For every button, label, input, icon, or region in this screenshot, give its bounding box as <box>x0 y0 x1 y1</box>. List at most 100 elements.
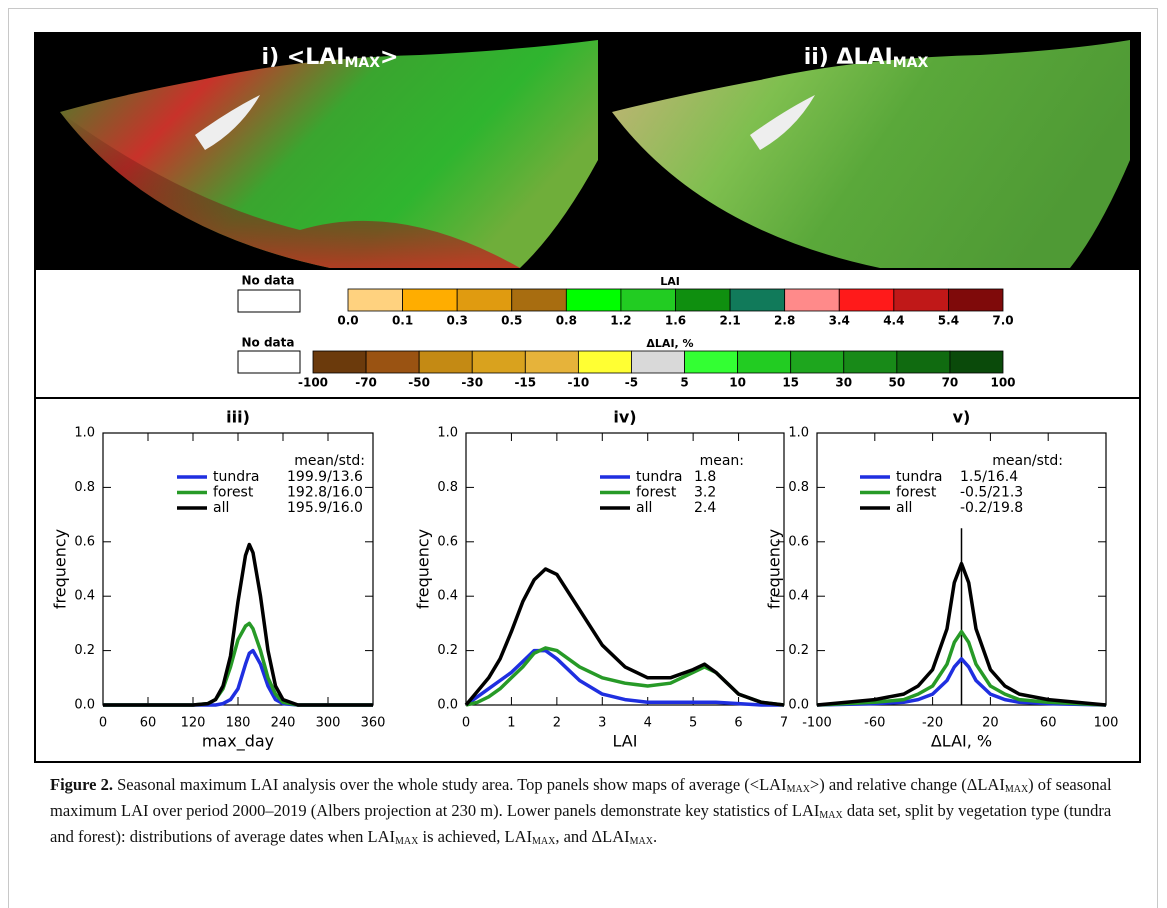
x-tick-label: 7 <box>780 716 788 731</box>
map-title: i) <LAIMAX> <box>262 45 399 71</box>
legend-stat: 195.9/16.0 <box>287 500 363 516</box>
legend-label: forest <box>213 485 254 501</box>
y-axis-label: frequency <box>765 529 784 609</box>
y-tick-label: 0.4 <box>788 589 809 604</box>
series-line <box>816 561 1107 707</box>
caption-text: ) of seasonal maximum LAI over period 20… <box>50 775 1112 820</box>
colorbar-label: 0.0 <box>337 314 358 328</box>
colorbar-label: 0.5 <box>501 314 522 328</box>
x-tick-label: 180 <box>226 716 251 731</box>
x-tick-label: 60 <box>1040 716 1057 731</box>
y-axis-label: frequency <box>414 529 433 609</box>
legend-label: all <box>896 500 912 516</box>
legend-title: mean/std: <box>294 453 365 469</box>
caption-text: MAX <box>532 836 556 847</box>
y-tick-label: 0.8 <box>788 480 809 495</box>
colorbar-segment <box>896 350 951 374</box>
caption-text: MAX <box>819 810 843 821</box>
colorbar-segment <box>729 288 786 312</box>
y-tick-label: 0.6 <box>74 534 95 549</box>
colorbar-title: ΔLAI, % <box>646 337 693 350</box>
colorbar-label: 100 <box>990 376 1015 390</box>
colorbar-label: -100 <box>298 376 328 390</box>
figure-caption: Figure 2. Seasonal maximum LAI analysis … <box>50 774 1130 852</box>
map-title-sub: MAX <box>344 55 380 71</box>
y-tick-label: 0.2 <box>788 643 809 658</box>
map-title-text: > <box>380 45 398 70</box>
series-line <box>103 621 373 707</box>
legend-stat: 199.9/13.6 <box>287 469 363 485</box>
no-data-label: No data <box>242 336 295 350</box>
colorbar-label: 50 <box>888 376 905 390</box>
page-frame <box>8 8 1158 908</box>
y-tick-label: 0.0 <box>788 698 809 713</box>
y-tick-label: 1.0 <box>788 426 809 441</box>
legend-stat: 3.2 <box>694 485 716 501</box>
series-line <box>465 646 785 707</box>
caption-text: Seasonal maximum LAI analysis over the w… <box>112 775 787 794</box>
colorbar-label: 1.2 <box>610 314 631 328</box>
colorbar-segment <box>684 350 739 374</box>
colorbar-segment <box>565 288 622 312</box>
colorbar-segment <box>784 288 840 312</box>
colorbar-label: -70 <box>355 376 377 390</box>
series-line <box>816 657 1107 707</box>
x-axis-label: LAI <box>613 732 638 751</box>
colorbar-label: -5 <box>625 376 638 390</box>
colorbar-label: 15 <box>782 376 799 390</box>
y-tick-label: 0.2 <box>437 643 458 658</box>
colorbar-segment <box>524 350 579 374</box>
colorbar-label: 0.1 <box>392 314 413 328</box>
no-data-box <box>237 289 301 313</box>
y-tick-label: 0.0 <box>74 698 95 713</box>
colorbar-segment <box>577 350 632 374</box>
x-axis-label: ΔLAI, % <box>931 732 992 751</box>
map-title: ii) ΔLAIMAX <box>804 45 929 71</box>
y-tick-label: 1.0 <box>437 426 458 441</box>
colorbar-segment <box>790 350 845 374</box>
colorbar-segment <box>948 288 1004 312</box>
x-tick-label: 4 <box>644 716 652 731</box>
legend-stat: 1.5/16.4 <box>960 469 1018 485</box>
series-line <box>464 648 784 707</box>
colorbar-segment <box>402 288 458 312</box>
y-tick-label: 0.8 <box>437 480 458 495</box>
colorbar-segment <box>843 350 898 374</box>
colorbar-label: 7.0 <box>992 314 1013 328</box>
series-line <box>464 567 785 707</box>
legend-label: all <box>636 500 652 516</box>
colorbar-segment <box>620 288 676 312</box>
colorbar-segment <box>418 350 473 374</box>
colorbar-segment <box>365 350 420 374</box>
caption-text: MAX <box>629 836 653 847</box>
y-tick-label: 0.6 <box>788 534 809 549</box>
x-tick-label: 120 <box>181 716 206 731</box>
colorbar-label: -15 <box>514 376 536 390</box>
x-tick-label: -100 <box>802 716 832 731</box>
x-tick-label: 100 <box>1094 716 1119 731</box>
map-nodata <box>195 95 260 150</box>
map-delta-lai <box>612 40 1130 268</box>
caption-text: MAX <box>1004 784 1029 795</box>
x-tick-label: 3 <box>598 716 606 731</box>
colorbar-label: 5 <box>680 376 688 390</box>
map-title-sub: MAX <box>893 55 929 71</box>
colorbar-label: 5.4 <box>938 314 959 328</box>
colorbar-segment <box>949 350 1004 374</box>
legend-stat: -0.5/21.3 <box>960 485 1023 501</box>
series-line <box>103 542 373 707</box>
x-tick-label: 2 <box>553 716 561 731</box>
no-data-label: No data <box>242 274 295 288</box>
legend-label: tundra <box>896 469 942 485</box>
caption-text: data set, split by vegetation type (tund… <box>50 801 1112 846</box>
colorbar-label: -50 <box>408 376 430 390</box>
legend-label: tundra <box>636 469 682 485</box>
map-title-text: ii) ΔLAI <box>804 45 893 70</box>
colorbar-label: 30 <box>835 376 852 390</box>
x-tick-label: 5 <box>689 716 697 731</box>
chart-title: v) <box>953 408 971 427</box>
colorbar-segment <box>631 350 685 374</box>
series-line <box>816 629 1107 707</box>
